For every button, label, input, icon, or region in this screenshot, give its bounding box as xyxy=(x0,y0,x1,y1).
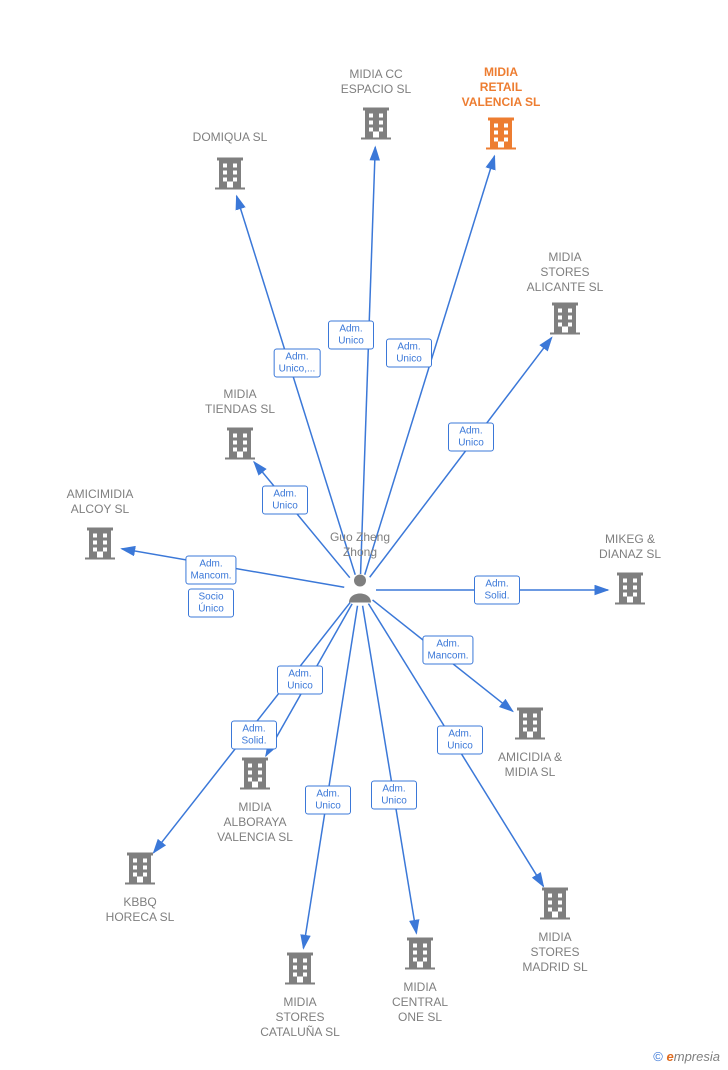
node-label: MIDIA CC ESPACIO SL xyxy=(341,67,411,97)
brand-e: e xyxy=(667,1049,674,1064)
person-icon xyxy=(347,573,373,608)
edge-label: Socio Único xyxy=(188,589,234,618)
building-icon xyxy=(515,706,545,745)
center-label: Guo Zheng Zhong xyxy=(330,530,390,560)
node-label: AMICIDIA & MIDIA SL xyxy=(498,750,562,780)
building-icon xyxy=(225,426,255,465)
node-label: MIDIA CENTRAL ONE SL xyxy=(392,980,448,1025)
edge-line xyxy=(361,147,376,574)
edge-label: Adm. Unico xyxy=(386,339,432,368)
node-label: MIDIA STORES CATALUÑA SL xyxy=(260,995,340,1040)
edge-line xyxy=(363,606,417,934)
building-icon xyxy=(540,886,570,925)
building-icon xyxy=(615,571,645,610)
node-label: MIDIA TIENDAS SL xyxy=(205,387,275,417)
building-icon xyxy=(361,106,391,145)
building-icon xyxy=(285,951,315,990)
node-label: MIDIA STORES MADRID SL xyxy=(522,930,587,975)
node-label: MIDIA ALBORAYA VALENCIA SL xyxy=(217,800,293,845)
edge-label: Adm. Unico xyxy=(371,781,417,810)
edge-line xyxy=(370,338,552,578)
building-icon xyxy=(215,156,245,195)
node-label: AMICIMIDIA ALCOY SL xyxy=(67,487,134,517)
edge-label: Adm. Unico xyxy=(305,786,351,815)
node-label: KBBQ HORECA SL xyxy=(106,895,175,925)
brand-rest: mpresia xyxy=(674,1049,720,1064)
building-icon xyxy=(486,116,516,155)
edge-label: Adm. Solid. xyxy=(474,576,520,605)
building-icon xyxy=(240,756,270,795)
building-icon xyxy=(85,526,115,565)
edge-line xyxy=(237,196,356,575)
edge-label: Adm. Unico,... xyxy=(274,349,321,378)
building-icon xyxy=(125,851,155,890)
edge-label: Adm. Unico xyxy=(277,666,323,695)
building-icon xyxy=(405,936,435,975)
edge-line xyxy=(254,462,350,578)
edge-line xyxy=(303,606,357,948)
edge-label: Adm. Solid. xyxy=(231,721,277,750)
copyright-symbol: © xyxy=(653,1049,663,1064)
building-icon xyxy=(550,301,580,340)
node-label: MIDIA STORES ALICANTE SL xyxy=(527,250,604,295)
copyright: © empresia xyxy=(653,1049,720,1064)
node-label: DOMIQUA SL xyxy=(193,130,268,145)
edge-label: Adm. Unico xyxy=(448,423,494,452)
node-label: MIKEG & DIANAZ SL xyxy=(599,532,661,562)
edge-label: Adm. Unico xyxy=(328,321,374,350)
edge-label: Adm. Mancom. xyxy=(422,636,473,665)
edge-label: Adm. Unico xyxy=(262,486,308,515)
node-label: MIDIA RETAIL VALENCIA SL xyxy=(462,65,541,110)
edge-label: Adm. Mancom. xyxy=(185,556,236,585)
edge-label: Adm. Unico xyxy=(437,726,483,755)
